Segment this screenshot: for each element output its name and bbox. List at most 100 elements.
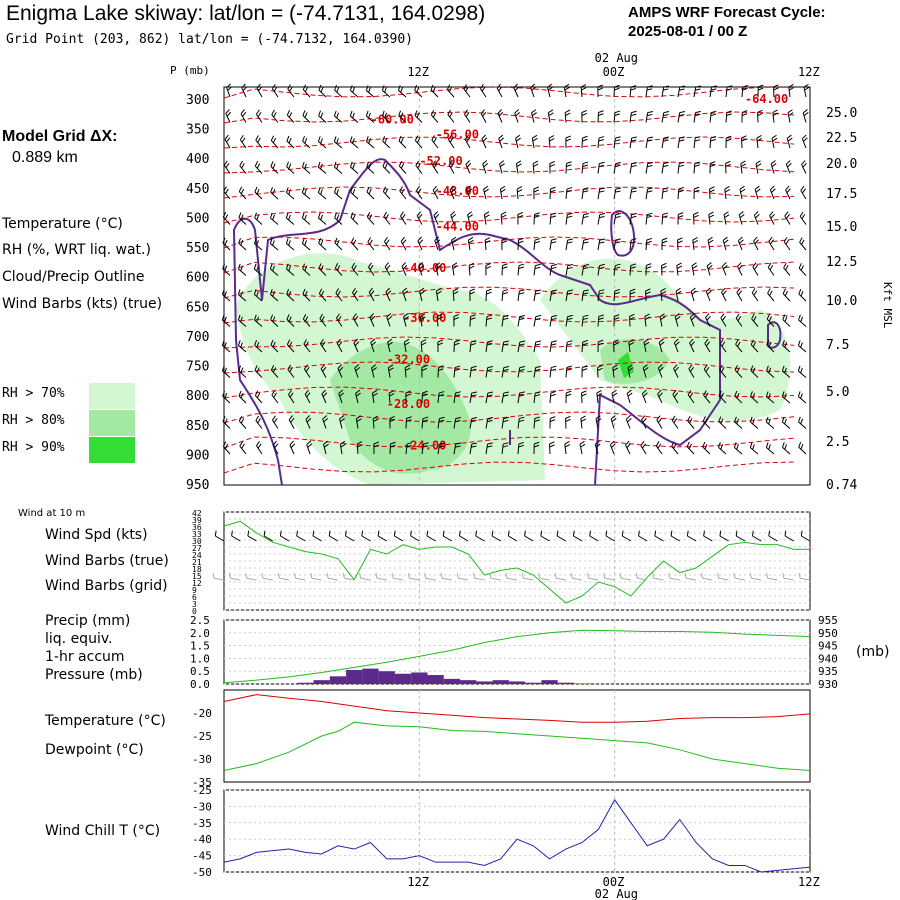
wind-barb [693, 186, 700, 200]
precip-ytick: 2.5 [190, 614, 210, 627]
wind-barb [532, 160, 539, 174]
wind-barb [516, 186, 523, 200]
wind-barb [334, 212, 343, 225]
wind-barb [671, 441, 679, 455]
wind-barb [446, 84, 455, 98]
wind-barb [549, 390, 557, 404]
wind-barb [689, 313, 696, 327]
wind-barb [418, 262, 425, 276]
wind-barb [533, 263, 541, 276]
wind-barb [485, 314, 493, 327]
wind10m-barb-grid [391, 572, 404, 581]
wind-barb [580, 84, 587, 98]
wind-barb [784, 211, 791, 225]
precip-bar [394, 673, 412, 684]
wind-barb [372, 415, 379, 429]
wind-barb [718, 390, 727, 404]
wind-barb [549, 186, 556, 200]
wind-barb [517, 289, 525, 302]
height-tick-label: 7.5 [826, 338, 849, 353]
wind-barb [719, 364, 727, 378]
wind-barb [580, 415, 587, 429]
pressure-label: Pressure (mb) [45, 667, 143, 683]
wind-barb [613, 187, 622, 200]
precip-bar [427, 675, 444, 684]
wind-barb [799, 211, 807, 225]
wind-barb [222, 441, 231, 455]
wind-barb [464, 134, 471, 149]
wind10m-barb-true [605, 530, 615, 542]
forecast-cycle-line2: 2025-08-01 / 00 Z [628, 23, 748, 40]
wind-barb [419, 313, 426, 327]
wind10m-barb-true [410, 530, 420, 542]
wind-barb [431, 135, 439, 149]
wind-barb [432, 160, 439, 174]
wind-barb [741, 135, 747, 149]
wind-barb [501, 263, 508, 276]
wind-barb [724, 186, 731, 200]
wind-barb [549, 416, 556, 429]
wind-barb [285, 212, 295, 225]
wind-barb [755, 160, 762, 174]
wind-barb [613, 314, 620, 327]
isotherm-line [223, 161, 795, 174]
wind10m-barb-grid [473, 572, 485, 581]
pressure-tick-label: 800 [186, 389, 209, 404]
wind-barb [783, 237, 791, 251]
wind-barb [222, 212, 231, 225]
wind-barb [613, 238, 621, 251]
height-tick-label: 5.0 [826, 385, 849, 400]
wind-barb [533, 391, 541, 404]
precip-bar [476, 681, 493, 684]
wind-barb [725, 85, 733, 98]
wind-barb [368, 262, 375, 276]
wind-barb [501, 340, 509, 353]
wind10m-ytick: 18 [192, 565, 202, 574]
wind-barb [640, 440, 647, 455]
wind-barb [468, 262, 475, 276]
wind-barb [801, 160, 807, 174]
wind-barb [661, 212, 669, 225]
pressure-line [223, 629, 811, 684]
pressure-tick-label: 500 [186, 211, 209, 226]
wind-barb [354, 364, 361, 378]
wind-barb [549, 315, 558, 327]
wind-barb [222, 237, 231, 251]
wind-barb [629, 187, 638, 200]
wind-barb [270, 314, 279, 327]
wind-barb [627, 364, 634, 378]
wind10m-barb-true [719, 530, 729, 542]
wind-barb [801, 134, 808, 149]
wind-barb [483, 211, 490, 225]
windchill-label: Wind Chill T (°C) [45, 823, 161, 839]
wind10m-barb-grid [538, 572, 550, 581]
wind-barb [645, 263, 652, 276]
wind-barb [533, 238, 541, 251]
wind-barb [709, 135, 717, 149]
wind-barb [387, 338, 393, 353]
wind-barb [629, 263, 637, 276]
wind-barb [334, 262, 343, 276]
wind10m-barb-true [540, 530, 550, 542]
wind-barb [661, 161, 669, 174]
wind-barb [437, 416, 445, 429]
wind-barb [339, 415, 345, 429]
wind-barb [285, 187, 295, 200]
wind-barb [734, 390, 743, 404]
wind-barb [463, 84, 471, 98]
precip-ytick: 1.0 [190, 652, 210, 665]
wind-barb [448, 160, 455, 174]
wind-barb [644, 313, 651, 327]
wind10m-barb-true [670, 530, 681, 542]
model-grid-label: Model Grid ΔX: [2, 128, 118, 145]
wind-barb [533, 212, 540, 225]
wind-barb [597, 263, 605, 276]
wind-barb [255, 135, 263, 149]
cross-section-frame [223, 86, 811, 486]
wind-barb [253, 314, 263, 327]
wind10m-barb-true [377, 530, 388, 542]
wind-barb [318, 288, 327, 302]
wind-barb [405, 390, 412, 404]
wind-barb [802, 109, 809, 123]
wind-barb [629, 212, 637, 225]
